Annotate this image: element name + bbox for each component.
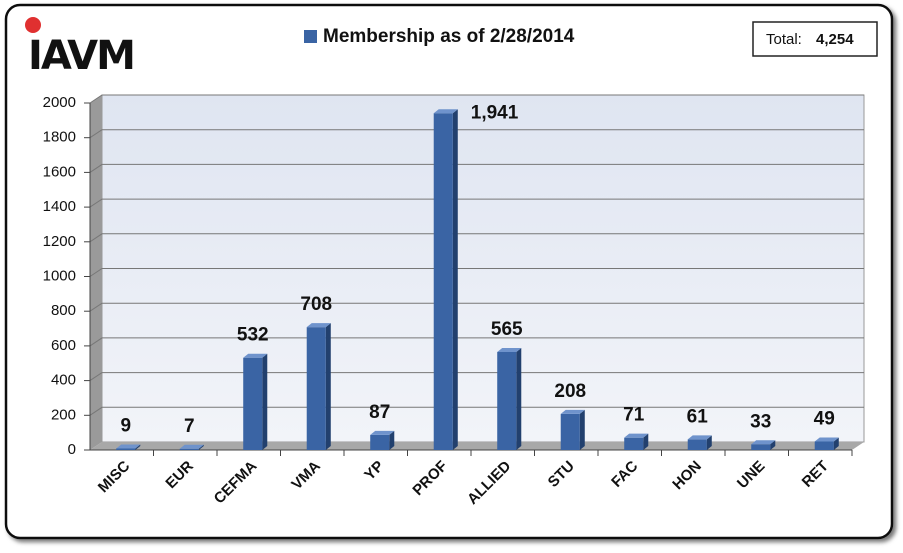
y-tick-label: 200: [51, 406, 76, 423]
total-box: Total: 4,254: [752, 21, 878, 57]
bar-side: [325, 323, 331, 450]
bar-top: [814, 437, 839, 442]
bar: [179, 448, 199, 450]
bar-top: [243, 353, 268, 358]
bar: [560, 413, 580, 450]
grid-line: [89, 406, 864, 416]
value-label: 33: [750, 411, 771, 432]
bar-top: [433, 109, 458, 114]
bar: [306, 327, 326, 450]
bar: [116, 448, 136, 450]
y-tick-label: 1200: [43, 233, 76, 250]
total-value: 4,254: [816, 31, 854, 48]
bar: [624, 437, 644, 450]
y-tick-label: 800: [51, 302, 76, 319]
grid-line: [89, 268, 864, 277]
bar-side: [389, 430, 395, 450]
logo-text: IAVM: [28, 33, 134, 79]
logo-globe: [25, 17, 41, 33]
value-label: 61: [687, 406, 709, 427]
bar-side: [262, 353, 268, 450]
y-tick-label: 1400: [43, 198, 76, 215]
y-tick-label: 1600: [43, 163, 76, 180]
y-tick-label: 0: [68, 441, 76, 458]
grid-line: [89, 198, 864, 208]
y-tick-label: 1800: [43, 129, 76, 146]
bar: [497, 351, 517, 450]
bar-side: [452, 109, 458, 450]
total-label: Total:: [766, 31, 802, 48]
grid-line: [89, 129, 864, 139]
bar: [433, 113, 453, 450]
bar-side: [135, 444, 141, 450]
logo: IAVM: [25, 17, 136, 79]
y-tick-label: 600: [51, 337, 76, 354]
bar-top: [497, 347, 522, 352]
bar: [687, 439, 707, 450]
grid-line: [89, 233, 864, 243]
legend-swatch: [304, 30, 317, 43]
bar-side: [770, 440, 776, 450]
legend-label: Membership as of 2/28/2014: [323, 26, 575, 47]
floor: [90, 442, 864, 450]
value-label: 7: [184, 416, 195, 437]
bar-top: [306, 323, 331, 328]
value-label: 708: [300, 294, 332, 315]
y-tick-label: 2000: [43, 94, 76, 111]
bar-top: [560, 409, 585, 414]
bar-top: [116, 444, 141, 449]
value-label: 49: [814, 409, 835, 430]
value-label: 71: [623, 405, 645, 426]
y-tick-label: 400: [51, 372, 76, 389]
total-border: [752, 21, 878, 57]
grid-line: [89, 163, 864, 173]
bar: [370, 434, 390, 450]
bar: [814, 441, 834, 450]
bar-top: [687, 435, 712, 440]
value-label: 565: [491, 319, 523, 340]
value-label: 87: [369, 402, 390, 423]
bar-side: [579, 409, 585, 450]
bar-top: [751, 440, 776, 445]
bar-top: [179, 444, 204, 449]
grid-line: [89, 372, 864, 382]
y-tick-label: 1000: [43, 267, 76, 284]
bar-top: [370, 430, 395, 435]
bar-side: [833, 437, 839, 450]
bar-side: [706, 435, 712, 450]
legend: Membership as of 2/28/2014: [304, 26, 575, 47]
value-label: 1,941: [471, 102, 519, 123]
bar-side: [516, 347, 522, 450]
bar-side: [198, 444, 204, 450]
value-label: 208: [554, 381, 586, 402]
grid-line: [89, 94, 864, 104]
grid-line: [89, 302, 864, 312]
value-label: 9: [120, 415, 131, 436]
bar: [751, 444, 771, 450]
bar-side: [643, 433, 649, 450]
bar-top: [624, 433, 649, 438]
grid-line: [89, 337, 864, 347]
value-label: 532: [237, 325, 269, 346]
bar: [243, 357, 263, 450]
